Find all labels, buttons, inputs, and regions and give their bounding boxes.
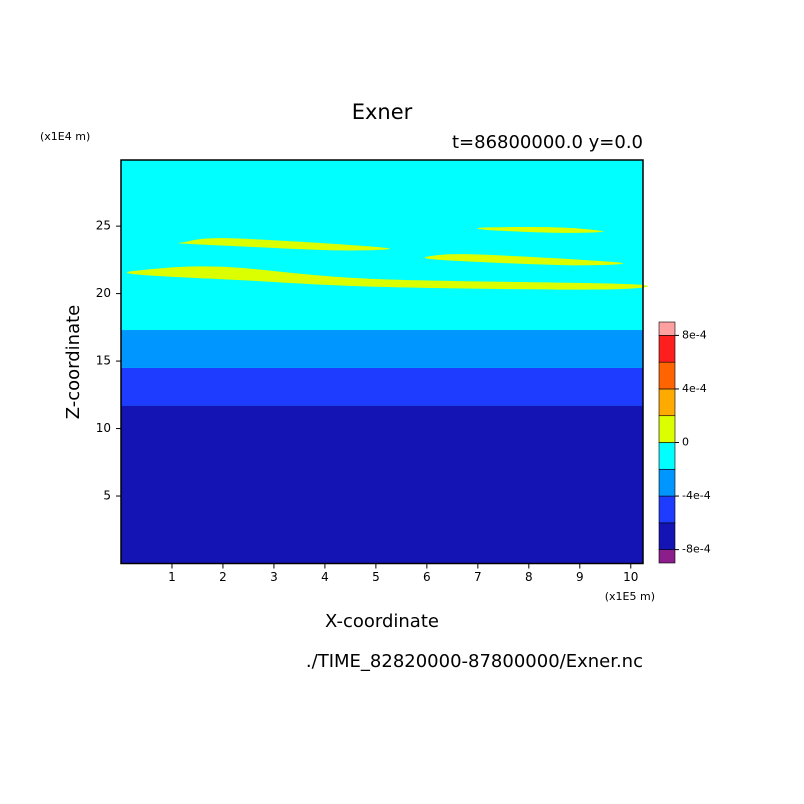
contour-blob [126, 266, 649, 290]
colorbar-label: -8e-4 [682, 543, 711, 556]
x-tick-label: 9 [576, 570, 584, 584]
x-tick-label: 8 [525, 570, 533, 584]
y-unit: (x1E4 m) [40, 130, 90, 143]
x-tick-label: 4 [321, 570, 329, 584]
colorbar-box [658, 549, 676, 564]
y-tick-label: 25 [96, 219, 111, 233]
contour-blob [177, 238, 390, 251]
x-unit: (x1E5 m) [605, 590, 655, 603]
x-axis-title: X-coordinate [325, 611, 439, 632]
colorbar-label: -4e-4 [682, 489, 711, 502]
x-tick-label: 1 [168, 570, 176, 584]
contour-blob [477, 227, 604, 233]
contour-layer [121, 330, 643, 368]
colorbar-box [658, 522, 676, 550]
file-name: ./TIME_82820000-87800000/Exner.nc [306, 651, 643, 672]
x-tick-label: 6 [423, 570, 431, 584]
y-tick-label: 20 [96, 286, 111, 300]
x-tick-label: 10 [623, 570, 638, 584]
colorbar-box [658, 388, 676, 417]
chart-title: Exner [352, 100, 413, 124]
contour-blob [424, 254, 624, 266]
x-tick-label: 2 [219, 570, 227, 584]
colorbar-box [658, 335, 676, 363]
colorbar-box [658, 361, 676, 390]
chart-subtitle: t=86800000.0 y=0.0 [452, 132, 643, 153]
y-axis-title: Z-coordinate [63, 305, 84, 420]
colorbar-box [658, 468, 676, 497]
contour-layer [121, 367, 643, 406]
colorbar-box [658, 495, 676, 524]
colorbar-box [658, 415, 676, 443]
plot-frame [120, 159, 644, 565]
colorbar-label: 0 [682, 436, 689, 449]
colorbar-label: 8e-4 [682, 328, 707, 341]
y-tick-label: 5 [103, 489, 111, 503]
x-tick-label: 3 [270, 570, 278, 584]
contour-layer [121, 405, 643, 564]
x-tick-label: 5 [372, 570, 380, 584]
colorbar-label: 4e-4 [682, 382, 707, 395]
colorbar-box [658, 442, 676, 470]
y-tick-label: 15 [96, 354, 111, 368]
x-tick-label: 7 [474, 570, 482, 584]
colorbar-box [658, 321, 676, 336]
y-tick-label: 10 [96, 421, 111, 435]
